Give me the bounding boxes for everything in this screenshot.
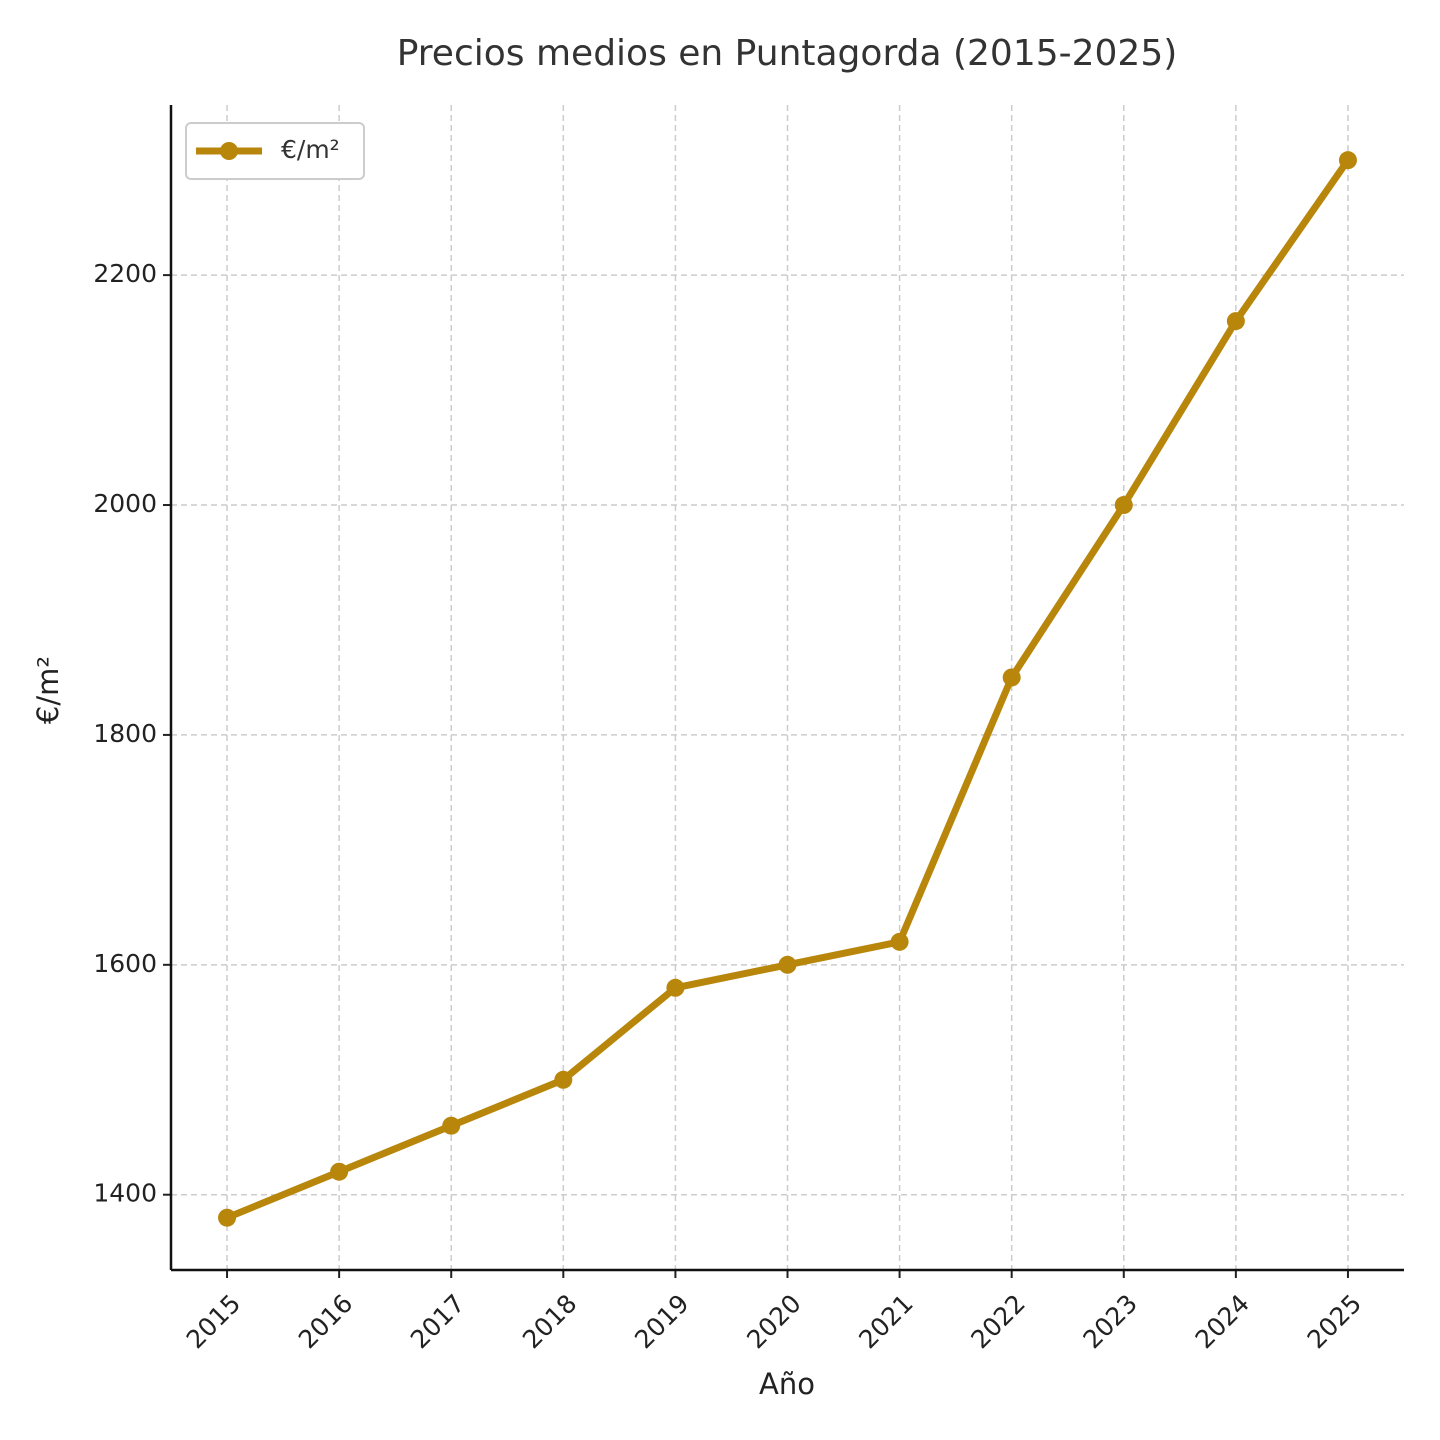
point bbox=[1002, 668, 1021, 687]
y-tick-label: 2200 bbox=[93, 259, 157, 288]
legend-label: €/m² bbox=[281, 135, 340, 164]
x-tick-label: 2025 bbox=[1302, 1289, 1367, 1354]
x-tick-label: 2020 bbox=[741, 1289, 806, 1354]
point bbox=[778, 955, 797, 974]
chart-title: Precios medios en Puntagorda (2015-2025) bbox=[397, 33, 1178, 74]
point bbox=[890, 932, 909, 951]
legend-marker bbox=[220, 142, 238, 160]
y-tick-label: 2000 bbox=[93, 489, 157, 518]
point bbox=[1114, 496, 1133, 515]
y-tick-label: 1600 bbox=[93, 949, 157, 978]
y-tick-label: 1800 bbox=[93, 719, 157, 748]
point bbox=[1226, 312, 1245, 331]
point bbox=[554, 1070, 573, 1089]
point bbox=[218, 1208, 237, 1227]
y-axis-label: €/m² bbox=[31, 656, 65, 724]
x-tick-label: 2016 bbox=[293, 1289, 358, 1354]
legend-box bbox=[185, 122, 365, 180]
x-tick-label: 2019 bbox=[629, 1289, 694, 1354]
x-tick-label: 2017 bbox=[405, 1289, 470, 1354]
x-tick-label: 2018 bbox=[517, 1289, 582, 1354]
point bbox=[442, 1116, 461, 1135]
x-tick-label: 2015 bbox=[181, 1289, 246, 1354]
x-tick-label: 2022 bbox=[965, 1289, 1030, 1354]
x-tick-label: 2021 bbox=[853, 1289, 918, 1354]
point bbox=[330, 1162, 349, 1181]
point bbox=[1338, 151, 1357, 170]
y-tick-label: 1400 bbox=[93, 1179, 157, 1208]
x-tick-label: 2024 bbox=[1190, 1289, 1255, 1354]
x-axis-label: Año bbox=[759, 1367, 815, 1401]
x-tick-label: 2023 bbox=[1077, 1289, 1142, 1354]
point bbox=[666, 978, 685, 997]
